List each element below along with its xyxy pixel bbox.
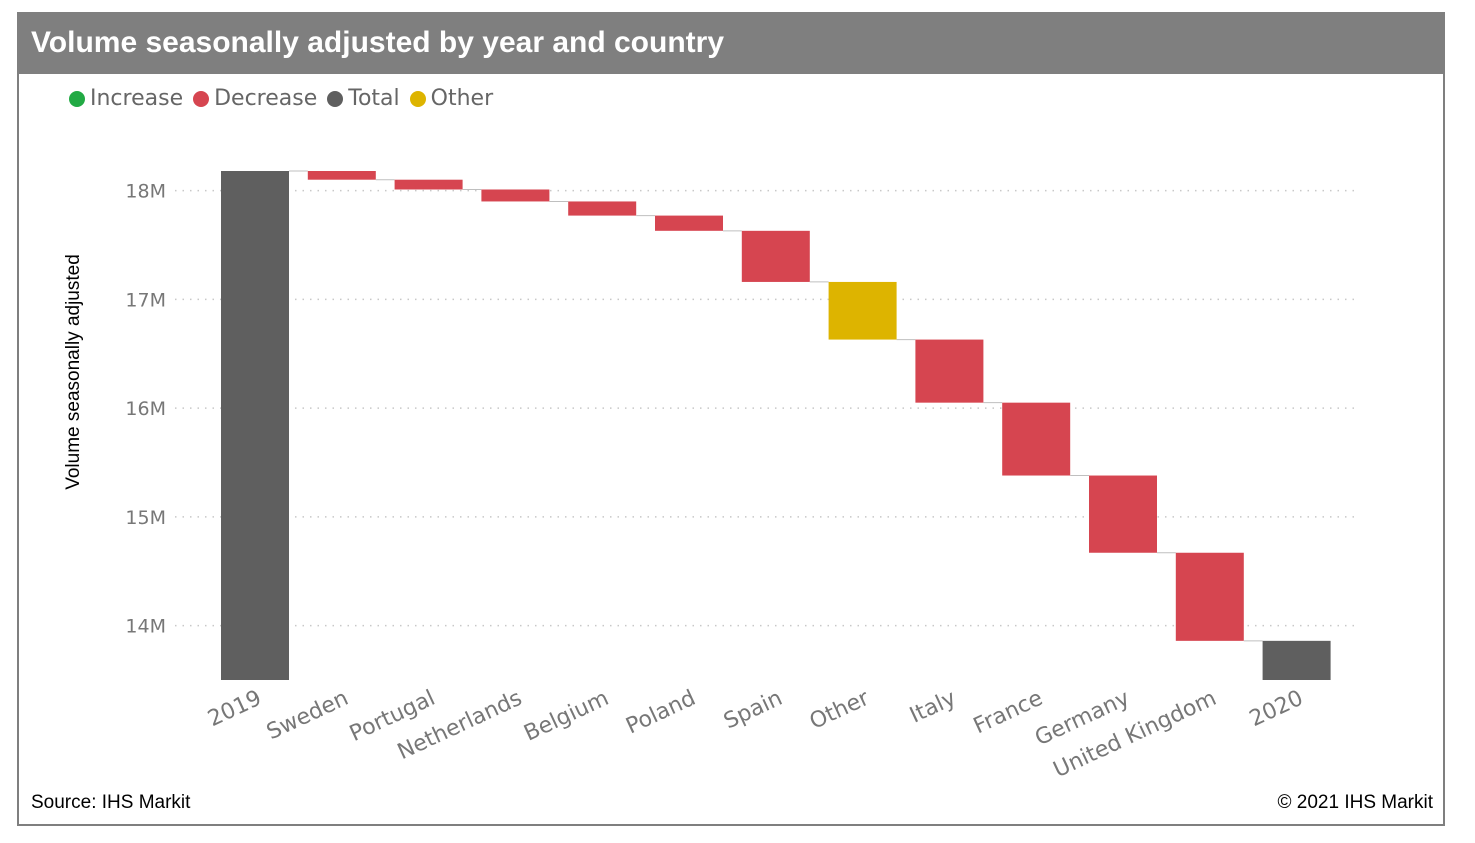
y-tick-label: 14M bbox=[125, 616, 166, 638]
legend-item-decrease[interactable]: Decrease bbox=[193, 86, 317, 111]
x-tick-label: Italy bbox=[906, 686, 960, 729]
bar-united-kingdom[interactable] bbox=[1175, 552, 1244, 641]
legend-item-other[interactable]: Other bbox=[409, 86, 494, 111]
bar-2020[interactable] bbox=[1262, 640, 1331, 680]
bar-netherlands[interactable] bbox=[481, 189, 550, 202]
legend-label-decrease: Decrease bbox=[214, 86, 318, 111]
bar-belgium[interactable] bbox=[568, 201, 637, 216]
legend-item-total[interactable]: Total bbox=[327, 86, 400, 111]
bar-2019[interactable] bbox=[221, 171, 289, 680]
bar-italy[interactable] bbox=[915, 339, 984, 403]
legend-item-increase[interactable]: Increase bbox=[69, 86, 183, 111]
title-bar: Volume seasonally adjusted by year and c… bbox=[19, 14, 1443, 74]
legend-dot-increase bbox=[69, 90, 85, 107]
legend-label-increase: Increase bbox=[90, 86, 184, 111]
y-tick-label: 17M bbox=[125, 289, 166, 311]
bar-sweden[interactable] bbox=[307, 171, 376, 180]
y-tick-label: 18M bbox=[125, 181, 166, 203]
copyright-note: © 2021 IHS Markit bbox=[1277, 792, 1434, 813]
bar-other[interactable] bbox=[828, 281, 897, 340]
bar-poland[interactable] bbox=[655, 215, 723, 231]
legend-dot-other bbox=[409, 90, 426, 107]
bar-germany[interactable] bbox=[1089, 475, 1157, 553]
legend-dot-total bbox=[327, 90, 344, 107]
x-tick-label: Poland bbox=[622, 686, 699, 740]
x-tick-label: Sweden bbox=[263, 686, 352, 745]
x-tick-label: 2020 bbox=[1246, 686, 1307, 732]
y-axis-label: Volume seasonally adjusted bbox=[63, 254, 84, 490]
x-tick-label: Belgium bbox=[520, 686, 612, 747]
y-tick-label: 15M bbox=[125, 507, 166, 529]
x-tick-label: Other bbox=[806, 685, 874, 734]
legend: Increase Decrease Total Other bbox=[69, 86, 503, 111]
legend-label-total: Total bbox=[348, 86, 400, 111]
chart-title: Volume seasonally adjusted by year and c… bbox=[31, 26, 725, 59]
bar-spain[interactable] bbox=[741, 230, 810, 282]
bar-portugal[interactable] bbox=[394, 179, 463, 190]
bar-france[interactable] bbox=[1002, 402, 1071, 476]
source-note: Source: IHS Markit bbox=[31, 792, 191, 813]
y-tick-label: 16M bbox=[125, 398, 166, 420]
legend-dot-decrease bbox=[193, 90, 210, 107]
legend-label-other: Other bbox=[430, 86, 494, 111]
x-tick-label: 2019 bbox=[204, 686, 265, 732]
x-tick-label: Spain bbox=[720, 686, 786, 735]
